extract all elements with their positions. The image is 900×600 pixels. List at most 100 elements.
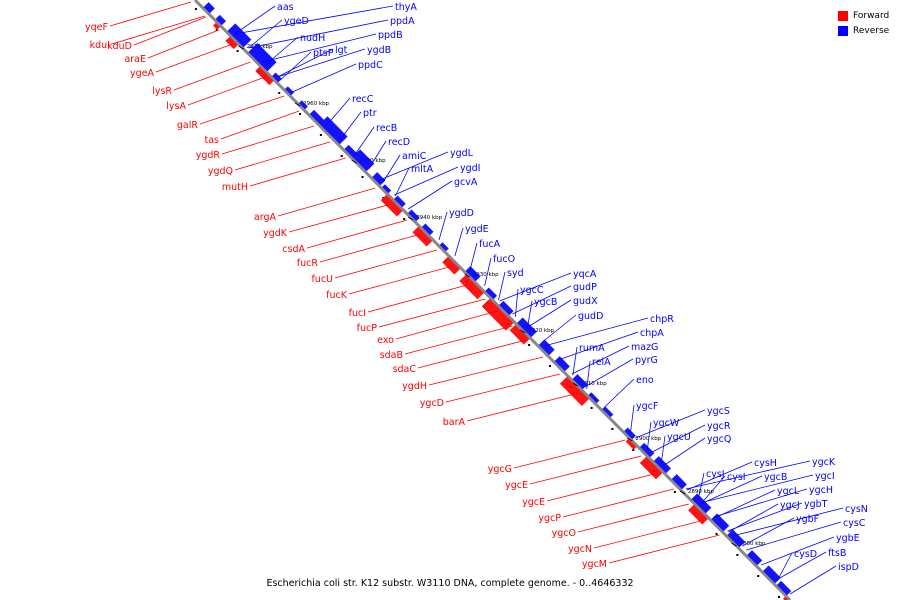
axis-dot-marker xyxy=(403,218,406,220)
reverse-gene-block xyxy=(382,184,392,194)
forward-leader xyxy=(319,233,422,263)
reverse-label-yqcA: yqcA xyxy=(573,269,597,280)
reverse-gene-block xyxy=(248,42,277,72)
reverse-label-ygcB: ygcB xyxy=(764,472,787,483)
forward-gene-block xyxy=(625,438,637,450)
axis-dot-marker xyxy=(778,596,781,598)
reverse-gene-block xyxy=(352,149,375,172)
reverse-gene-block xyxy=(485,287,498,300)
reverse-leader xyxy=(395,167,410,197)
reverse-leader xyxy=(584,358,634,388)
forward-label-ygcE: ygcE xyxy=(505,480,528,491)
label-leaders xyxy=(109,1,844,595)
reverse-label-recC: recC xyxy=(352,94,374,105)
forward-leader xyxy=(546,472,659,502)
reverse-leader xyxy=(408,180,453,210)
reverse-label-gudX: gudX xyxy=(573,296,598,307)
forward-leader xyxy=(147,29,219,59)
forward-leader xyxy=(348,265,453,295)
forward-label-ygcD: ygcD xyxy=(420,398,444,409)
forward-leader xyxy=(199,95,285,125)
reverse-leader xyxy=(394,166,459,196)
reverse-leader xyxy=(699,474,814,504)
forward-leader xyxy=(249,157,346,187)
reverse-leader xyxy=(469,242,478,272)
reverse-label-ygcU: ygcU xyxy=(667,432,691,443)
reverse-label-ygcI: ygcI xyxy=(815,471,835,482)
forward-gene-block xyxy=(255,66,274,86)
reverse-label-aas: aas xyxy=(277,2,294,13)
tick-mark xyxy=(351,159,357,164)
tick-mark xyxy=(627,437,633,442)
reverse-leader xyxy=(379,151,449,181)
reverse-leader xyxy=(700,475,763,505)
forward-label-exo: exo xyxy=(377,335,394,346)
forward-label-fucI: fucI xyxy=(349,308,366,319)
reverse-label-ptr: ptr xyxy=(363,108,377,119)
forward-label-lysR: lysR xyxy=(152,86,172,97)
reverse-gene-block xyxy=(517,317,537,338)
reverse-leader xyxy=(732,507,844,537)
reverse-gene-block xyxy=(762,565,781,584)
reverse-label-pyrG: pyrG xyxy=(635,355,658,366)
tick-mark xyxy=(464,273,470,278)
reverse-label-chpR: chpR xyxy=(650,314,674,325)
dna-axis-line xyxy=(193,0,792,600)
reverse-gene-block xyxy=(372,172,386,186)
reverse-swatch xyxy=(838,25,848,36)
reverse-label-ppdC: ppdC xyxy=(358,60,383,71)
legend-forward-label: Forward xyxy=(853,10,890,21)
reverse-label-cysN: cysN xyxy=(845,504,868,515)
forward-leader xyxy=(608,534,720,564)
forward-label-galR: galR xyxy=(177,120,198,131)
reverse-leader xyxy=(382,154,401,184)
reverse-leader xyxy=(234,5,276,35)
forward-label-yqeF: yqeF xyxy=(85,22,108,33)
reverse-gene-block xyxy=(319,116,348,145)
reverse-leader xyxy=(571,345,630,375)
reverse-label-mazG: mazG xyxy=(631,342,658,353)
genome-caption: Escherichia coli str. K12 substr. W3110 … xyxy=(266,578,634,589)
reverse-leader xyxy=(438,211,448,241)
tick-label: 2920 kbp xyxy=(528,328,554,334)
reverse-label-rumA: rumA xyxy=(579,343,605,354)
forward-leader xyxy=(513,439,626,469)
tick-label: 2930 kbp xyxy=(473,272,499,278)
reverse-label-gudD: gudD xyxy=(578,311,603,322)
reverse-gene-block xyxy=(272,72,282,83)
reverse-leader xyxy=(248,19,389,49)
reverse-leader xyxy=(713,488,808,518)
reverse-gene-block xyxy=(227,23,252,48)
reverse-label-thyA: thyA xyxy=(395,2,417,13)
forward-gene-block xyxy=(412,226,433,247)
legend: Forward Reverse xyxy=(838,8,889,38)
reverse-label-ygcR: ygcR xyxy=(707,421,731,432)
reverse-label-cysI: cysI xyxy=(727,472,746,483)
reverse-label-ygcW: ygcW xyxy=(653,418,680,429)
reverse-gene-block xyxy=(538,339,555,356)
forward-label-csdA: csdA xyxy=(282,244,305,255)
forward-leader xyxy=(111,15,205,45)
reverse-gene-block xyxy=(298,100,308,110)
forward-leader xyxy=(428,356,544,386)
reverse-gene-block xyxy=(554,356,570,372)
reverse-label-fucO: fucO xyxy=(493,254,515,265)
reverse-gene-block xyxy=(439,242,449,252)
axis-dot-marker xyxy=(319,134,322,136)
forward-label-kduI: kduI xyxy=(90,40,110,51)
forward-label-ygcO: ygcO xyxy=(552,528,576,539)
axis-dot-marker xyxy=(194,8,197,10)
reverse-label-nudH: nudH xyxy=(300,33,325,44)
reverse-label-ygcQ: ygcQ xyxy=(707,434,731,445)
reverse-gene-block xyxy=(602,406,614,418)
forward-label-kduD: kduD xyxy=(107,41,132,52)
forward-leader xyxy=(529,455,642,485)
reverse-gene-block xyxy=(711,513,730,532)
forward-leader xyxy=(593,519,705,549)
legend-reverse: Reverse xyxy=(838,23,889,38)
axis-dot-marker xyxy=(611,428,614,430)
tick-label: 2890 kbp xyxy=(688,489,714,495)
reverse-leader xyxy=(700,475,726,505)
forward-label-ygcE: ygcE xyxy=(522,497,545,508)
tick-mark xyxy=(294,102,301,107)
